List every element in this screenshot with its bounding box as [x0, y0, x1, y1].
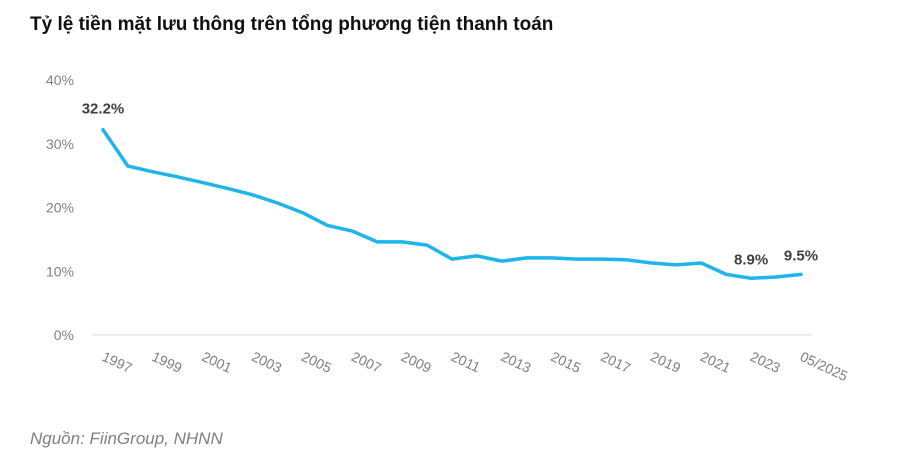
- y-axis: 0% 10% 20% 30% 40%: [46, 72, 74, 343]
- x-tick-label: 1997: [100, 348, 135, 376]
- y-tick-label: 20%: [46, 200, 74, 216]
- y-tick-label: 30%: [46, 136, 74, 152]
- chart-title: Tỷ lệ tiền mặt lưu thông trên tổng phươn…: [30, 14, 554, 35]
- x-tick-label: 2023: [748, 348, 783, 376]
- x-tick-label: 2011: [449, 348, 483, 375]
- y-tick-label: 0%: [54, 327, 74, 343]
- series-line: [101, 127, 803, 281]
- x-tick-label: 2003: [249, 348, 284, 376]
- x-tick-label: 2007: [349, 348, 384, 376]
- x-tick-label: 05/2025: [798, 348, 851, 384]
- data-label: 9.5%: [784, 247, 818, 264]
- y-tick-label: 40%: [46, 72, 74, 88]
- x-tick-label: 1999: [150, 348, 185, 376]
- x-tick-label: 2019: [648, 348, 683, 376]
- data-label: 32.2%: [82, 101, 125, 118]
- y-tick-label: 10%: [46, 263, 74, 279]
- x-tick-label: 2013: [499, 348, 534, 376]
- source-note: Nguồn: FiinGroup, NHNN: [30, 429, 223, 448]
- x-tick-label: 2001: [199, 348, 234, 376]
- x-tick-label: 2009: [399, 348, 434, 376]
- data-points: [102, 128, 803, 280]
- line-chart: 0% 10% 20% 30% 40% 1997 1999 2001 2003 2005 2007 2…: [46, 72, 851, 384]
- data-labels: 32.2% 8.9% 9.5%: [82, 101, 818, 269]
- x-axis: 1997 1999 2001 2003 2005 2007 2009 2011 2013 2015…: [100, 348, 851, 384]
- x-tick-label: 2015: [548, 348, 583, 376]
- x-tick-label: 2017: [598, 348, 633, 376]
- x-tick-label: 2005: [299, 348, 334, 376]
- x-tick-label: 2021: [698, 348, 733, 376]
- data-label: 8.9%: [734, 251, 768, 268]
